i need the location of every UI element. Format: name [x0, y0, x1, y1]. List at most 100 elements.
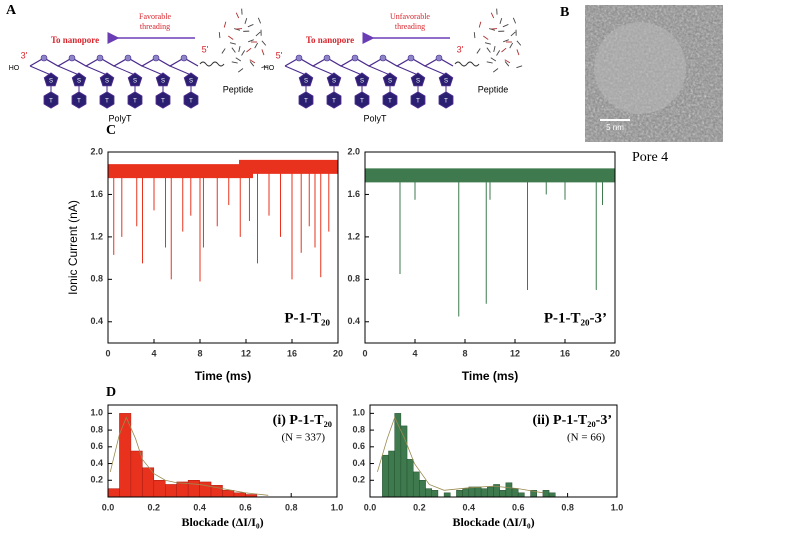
x-tick-label: 8 [462, 348, 467, 358]
x-tick-label: 0.8 [561, 502, 574, 512]
y-tick-label: 1.2 [90, 231, 103, 241]
sugar [354, 72, 370, 87]
peptide-bond [248, 39, 254, 43]
y-tick-label: 1.2 [347, 231, 360, 241]
end-label: 5' [202, 44, 209, 54]
y-tick-label: 0.4 [352, 458, 365, 468]
peptide-bond [496, 50, 501, 56]
link [284, 65, 307, 76]
backbone [284, 57, 454, 67]
peptide-bond [255, 31, 261, 37]
sugar [326, 72, 342, 87]
base-label: T [304, 99, 308, 105]
bar [199, 481, 212, 498]
y-tick-label: 2.0 [347, 146, 360, 156]
bar [443, 492, 451, 498]
y-tick-label: 0.6 [90, 441, 103, 451]
peptide-bond [486, 47, 491, 53]
peptide-bond [249, 61, 255, 67]
peptide-bond [503, 39, 509, 43]
x-tick-label: 0.2 [148, 502, 161, 512]
link [169, 65, 192, 76]
base-label: T [77, 99, 81, 105]
x-tick-label: 4 [412, 348, 417, 358]
base [43, 91, 59, 109]
bar [456, 490, 463, 498]
x-axis-label: Time (ms) [195, 369, 251, 383]
y-tick-label: 0.8 [352, 424, 365, 434]
peptide-bond [512, 17, 517, 24]
peptide-label: Peptide [223, 84, 254, 94]
base-label: T [388, 99, 392, 105]
bar [153, 480, 166, 498]
base [410, 91, 426, 109]
peptide-bond [221, 48, 226, 54]
base [326, 91, 342, 109]
bar [222, 490, 235, 498]
peptide-bond [246, 47, 252, 53]
peptide-bond [218, 32, 221, 39]
bar [382, 454, 389, 498]
trace-label: P-1-T₂₀ [284, 310, 330, 326]
sugar-label: S [105, 79, 109, 85]
y-tick-label: 0.4 [90, 316, 103, 326]
fit-curve [109, 416, 269, 496]
sugar-label: S [77, 79, 81, 85]
sugar-label: S [189, 79, 193, 85]
x-tick-label: 8 [197, 348, 202, 358]
x-tick-label: 0 [105, 348, 110, 358]
peptide-bond [473, 32, 476, 39]
bar [511, 488, 519, 498]
count-note: (N = 66) [567, 432, 605, 444]
bar [468, 486, 476, 498]
peptide-bond [486, 61, 493, 64]
phosphate [40, 54, 48, 62]
base [71, 91, 87, 109]
sugar [438, 72, 454, 87]
sugar [127, 72, 143, 87]
bar [187, 480, 200, 498]
bar [517, 492, 525, 498]
y-tick-label: 0.4 [90, 458, 103, 468]
base [298, 91, 314, 109]
backbone-label: PolyT [363, 113, 387, 123]
x-tick-label: 16 [287, 348, 297, 358]
x-tick-label: 16 [560, 348, 570, 358]
x-tick-label: 0.4 [193, 502, 206, 512]
y-tick-label: 0.2 [352, 475, 365, 485]
link [312, 65, 335, 76]
bar [142, 467, 155, 498]
bar [499, 490, 507, 498]
hydroxyl: HO [264, 65, 275, 72]
sugar-label: S [388, 79, 392, 85]
direction-label: To nanopore [51, 35, 99, 45]
x-tick-label: 0.6 [512, 502, 525, 512]
base-label: T [416, 99, 420, 105]
peptide-bond [476, 48, 481, 54]
pore [594, 22, 686, 114]
peptide-bond [235, 12, 240, 19]
base [183, 91, 199, 109]
sugar-label: S [161, 79, 165, 85]
peptide-bond [257, 17, 262, 24]
x-tick-label: 4 [151, 348, 156, 358]
link [340, 65, 363, 76]
y-tick-label: 1.6 [347, 189, 360, 199]
bar [394, 413, 402, 498]
peptide-bond [499, 17, 503, 24]
peptide-bond [231, 47, 236, 53]
y-tick-label: 2.0 [90, 146, 103, 156]
peptide-bond [490, 12, 495, 19]
bar [548, 492, 556, 498]
peptide-bond [509, 42, 514, 49]
micrograph [585, 5, 723, 142]
y-tick-label: 0.8 [90, 274, 103, 284]
plot-frame [364, 151, 616, 344]
phosphate [180, 54, 188, 62]
end-label: 5' [276, 50, 283, 60]
peptide-bond [229, 42, 236, 45]
phosphate [124, 54, 132, 62]
peptide-bond [261, 65, 268, 69]
x-tick-label: 20 [610, 348, 620, 358]
bar [176, 481, 189, 498]
